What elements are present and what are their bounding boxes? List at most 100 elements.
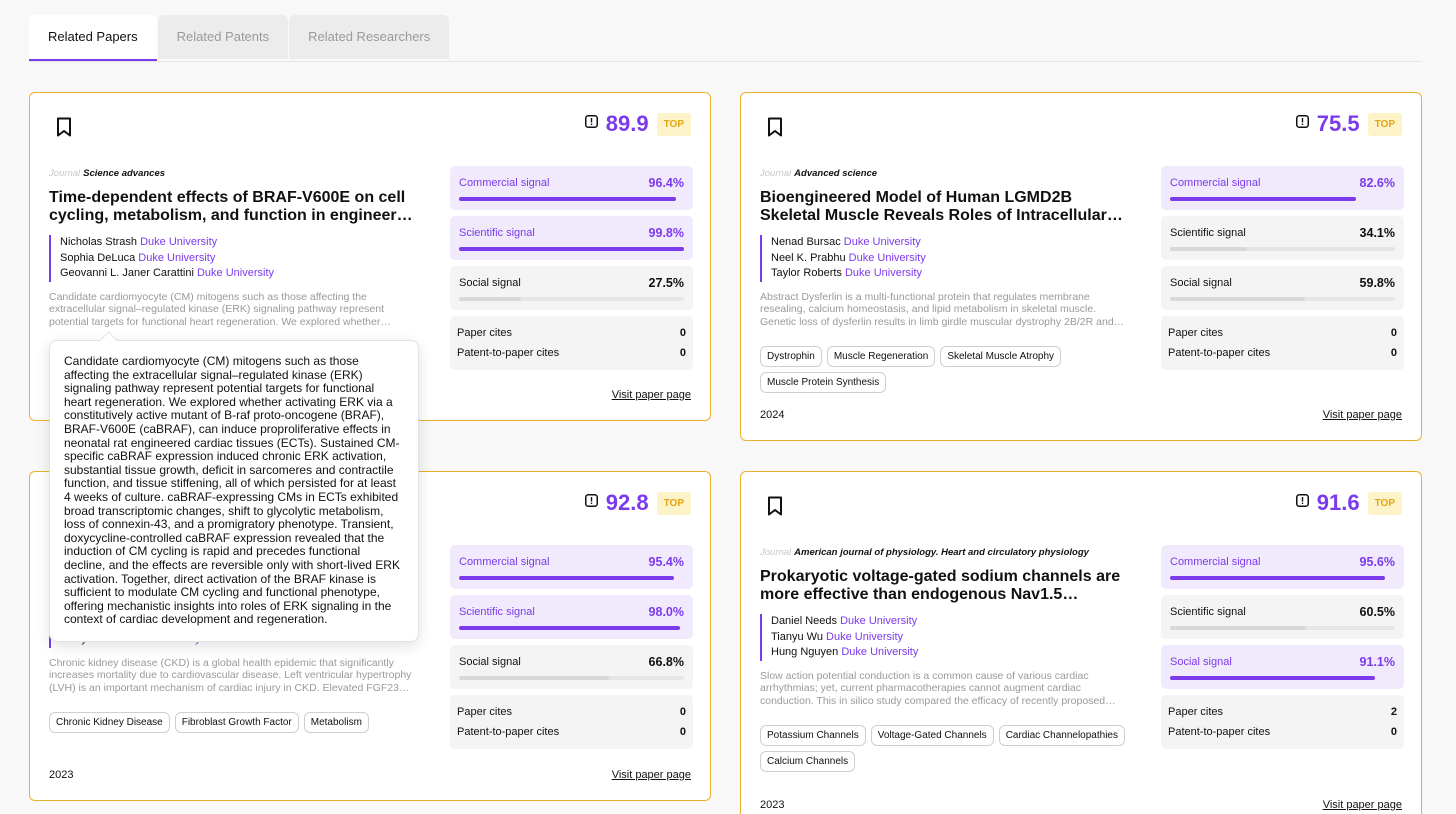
signal-name: Social signal bbox=[459, 277, 521, 289]
signals: Commercial signal 95.4% Scientific signal 9… bbox=[450, 545, 693, 749]
score: 91.6 bbox=[1316, 490, 1360, 515]
cite-value: 0 bbox=[679, 327, 686, 339]
signal-name: Commercial signal bbox=[1170, 556, 1261, 568]
tag[interactable]: Fibroblast Growth Factor bbox=[174, 712, 299, 733]
signal-value: 96.4% bbox=[648, 176, 684, 190]
cite-row: Paper cites 0 bbox=[1168, 323, 1397, 343]
abstract: Chronic kidney disease (CKD) is a global… bbox=[49, 656, 412, 694]
signal: Commercial signal 95.6% bbox=[1161, 545, 1404, 589]
signal-bar bbox=[1170, 247, 1247, 251]
paper-info: Emily Banks Duke UniversityChronic kidne… bbox=[49, 622, 417, 733]
signal: Commercial signal 95.4% bbox=[450, 545, 693, 589]
author: Sophia DeLuca Duke University bbox=[60, 251, 417, 267]
tag[interactable]: Muscle Regeneration bbox=[826, 346, 936, 367]
signal: Scientific signal 98.0% bbox=[450, 595, 693, 639]
tag[interactable]: Dystrophin bbox=[760, 346, 822, 367]
signal-track bbox=[459, 576, 684, 580]
signal-bar bbox=[459, 297, 521, 301]
author-name: Taylor Roberts bbox=[771, 267, 842, 279]
author-affiliation: Duke University bbox=[140, 236, 218, 248]
author-list: Nicholas Strash Duke University Sophia De… bbox=[49, 235, 417, 282]
tab[interactable]: Related Patents bbox=[157, 15, 289, 59]
tag[interactable]: Calcium Channels bbox=[760, 751, 856, 772]
tag[interactable]: Metabolism bbox=[303, 712, 369, 733]
author-name: Daniel Needs bbox=[771, 615, 838, 627]
top-badge: TOP bbox=[656, 491, 691, 515]
signal-value: 95.4% bbox=[648, 555, 684, 569]
tag-list: Dystrophin Muscle Regeneration Skeletal Mu… bbox=[760, 346, 1128, 393]
tag[interactable]: Potassium Channels bbox=[760, 725, 866, 746]
author-affiliation: Duke University bbox=[196, 267, 275, 279]
tag[interactable]: Chronic Kidney Disease bbox=[49, 712, 170, 733]
tag[interactable]: Muscle Protein Synthesis bbox=[760, 372, 887, 393]
visit-link[interactable]: Visit paper page bbox=[611, 769, 691, 781]
info-icon bbox=[584, 494, 598, 512]
tag[interactable]: Skeletal Muscle Atrophy bbox=[940, 346, 1062, 367]
signal-track bbox=[459, 197, 684, 201]
top-badge: TOP bbox=[1367, 491, 1402, 515]
signals: Commercial signal 96.4% Scientific signal 9… bbox=[450, 166, 693, 370]
author: Nenad Bursac Duke University bbox=[771, 235, 1128, 251]
signal: Social signal 91.1% bbox=[1161, 645, 1404, 689]
cite-row: Patent-to-paper cites 0 bbox=[457, 343, 686, 363]
cites: Paper cites 2 Patent-to-paper cites 0 bbox=[1161, 695, 1404, 749]
bookmark-button[interactable] bbox=[767, 117, 783, 142]
tag[interactable]: Voltage-Gated Channels bbox=[870, 725, 994, 746]
cite-label: Paper cites bbox=[457, 706, 513, 718]
paper-title: Bioengineered Model of Human LGMD2B Skel… bbox=[760, 189, 1107, 224]
signal-value: 91.1% bbox=[1359, 655, 1395, 669]
cite-value: 0 bbox=[679, 347, 686, 359]
journal-label: Journal bbox=[760, 168, 792, 179]
signal: Commercial signal 96.4% bbox=[450, 166, 693, 210]
paper-card: 91.6 TOP Journal American journal of physio… bbox=[740, 471, 1422, 814]
signal-value: 66.8% bbox=[648, 655, 684, 669]
signal-name: Scientific signal bbox=[459, 227, 535, 239]
signal-track bbox=[1170, 247, 1395, 251]
cite-value: 0 bbox=[1390, 347, 1397, 359]
signal: Commercial signal 82.6% bbox=[1161, 166, 1404, 210]
paper-title: Time-dependent effects of BRAF-V600E on … bbox=[49, 189, 416, 224]
cite-value: 0 bbox=[679, 706, 686, 718]
author-list: Nenad Bursac Duke University Neel K. Prab… bbox=[760, 235, 1128, 282]
cite-value: 2 bbox=[1390, 706, 1397, 718]
tab[interactable]: Related Papers bbox=[29, 15, 157, 61]
author: Tianyu Wu Duke University bbox=[771, 630, 1128, 646]
cite-label: Patent-to-paper cites bbox=[457, 726, 560, 738]
author-name: Geovanni L. Janer Carattini bbox=[60, 267, 194, 279]
signal-track bbox=[1170, 197, 1395, 201]
signal-bar bbox=[459, 197, 676, 201]
signal-track bbox=[459, 297, 684, 301]
score-box: 92.8 TOP bbox=[584, 490, 691, 516]
bookmark-button[interactable] bbox=[767, 496, 783, 521]
info-icon bbox=[1295, 494, 1309, 512]
info-icon bbox=[584, 115, 598, 133]
signals: Commercial signal 95.6% Scientific signal 6… bbox=[1161, 545, 1404, 749]
paper-info: Journal Science advances Time-dependent ef… bbox=[49, 167, 417, 328]
author-list: Daniel Needs Duke University Tianyu Wu Du… bbox=[760, 614, 1128, 661]
tag[interactable]: Cardiac Channelopathies bbox=[998, 725, 1125, 746]
signal: Scientific signal 99.8% bbox=[450, 216, 693, 260]
signal-value: 59.8% bbox=[1359, 276, 1395, 290]
top-badge: TOP bbox=[1367, 112, 1402, 136]
signal: Social signal 27.5% bbox=[450, 266, 693, 310]
cite-row: Paper cites 0 bbox=[457, 323, 686, 343]
author-affiliation: Duke University bbox=[841, 646, 919, 658]
signal-bar bbox=[459, 626, 680, 630]
journal-row: Journal Science advances bbox=[49, 167, 417, 181]
info-icon bbox=[1295, 115, 1309, 133]
tab[interactable]: Related Researchers bbox=[289, 15, 450, 59]
author: Hung Nguyen Duke University bbox=[771, 645, 1128, 661]
signal-value: 27.5% bbox=[648, 276, 684, 290]
visit-link[interactable]: Visit paper page bbox=[1322, 409, 1402, 421]
visit-link[interactable]: Visit paper page bbox=[1322, 799, 1402, 811]
author: Nicholas Strash Duke University bbox=[60, 235, 417, 251]
journal-label: Journal bbox=[760, 547, 792, 558]
author: Daniel Needs Duke University bbox=[771, 614, 1128, 630]
signal-name: Commercial signal bbox=[459, 177, 550, 189]
author: Taylor Roberts Duke University bbox=[771, 266, 1128, 282]
signal-bar bbox=[459, 576, 674, 580]
year: 2023 bbox=[49, 769, 74, 781]
bookmark-button[interactable] bbox=[56, 117, 72, 142]
visit-link[interactable]: Visit paper page bbox=[611, 389, 691, 401]
